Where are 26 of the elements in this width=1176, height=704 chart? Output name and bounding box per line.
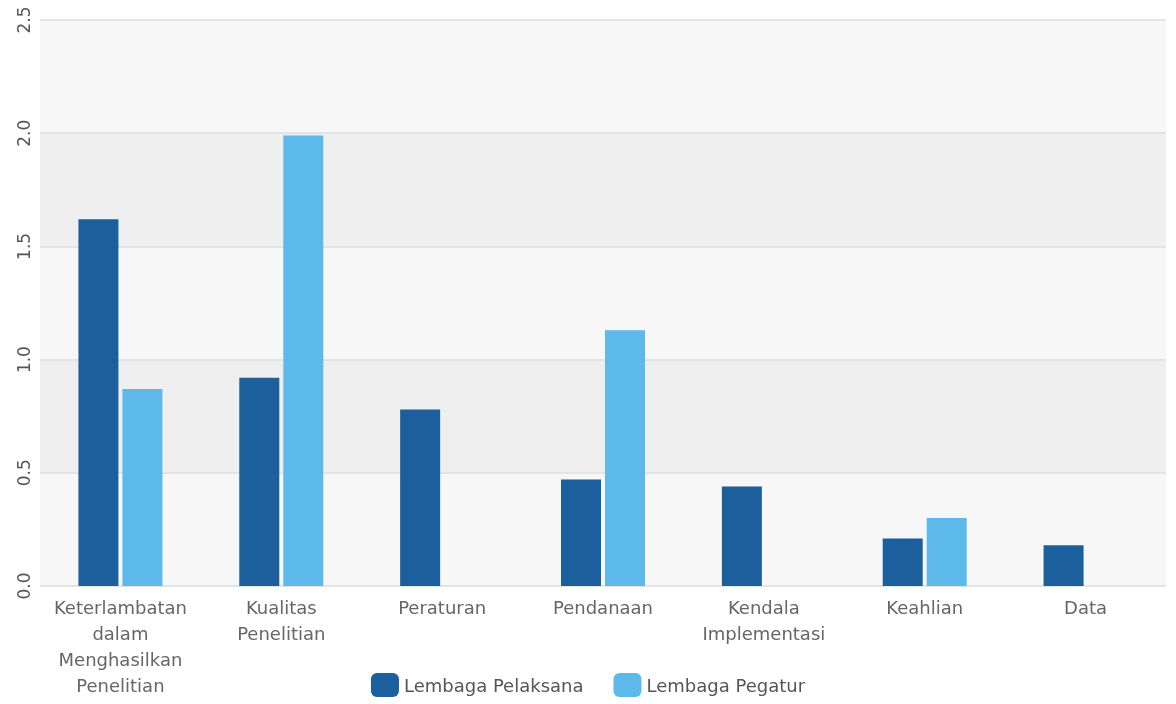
- bar: [122, 389, 163, 586]
- legend-label: Lembaga Pelaksana: [403, 674, 584, 696]
- x-tick-label: Keterlambatan dalam Menghasilkan Penelitian: [53, 596, 187, 696]
- x-tick-label: Peraturan: [398, 596, 487, 618]
- y-tick-label: 0.0: [13, 572, 34, 600]
- y-tick-label: 2.0: [13, 119, 34, 147]
- bar: [283, 135, 324, 586]
- y-tick-label: 1.5: [13, 232, 34, 260]
- x-tick-label: Kendala Implementasi: [702, 596, 826, 644]
- bar: [721, 486, 762, 586]
- y-tick-label: 2.5: [13, 6, 34, 34]
- y-tick-label: 0.5: [13, 459, 34, 487]
- bar: [605, 330, 645, 586]
- x-tick-label: Keahlian: [886, 596, 964, 618]
- bar: [400, 409, 441, 586]
- x-tick-label: Pendanaan: [552, 596, 654, 618]
- bar: [78, 219, 119, 586]
- y-tick-label: 1.0: [13, 346, 34, 374]
- bar: [561, 479, 601, 586]
- legend-label: Lembaga Pegatur: [646, 674, 806, 696]
- bar: [926, 518, 967, 586]
- bar: [1043, 545, 1084, 586]
- bar: [239, 377, 280, 586]
- bar: [882, 538, 923, 586]
- x-tick-label: Kualitas Penelitian: [237, 596, 326, 644]
- x-tick-label: Data: [1064, 596, 1108, 618]
